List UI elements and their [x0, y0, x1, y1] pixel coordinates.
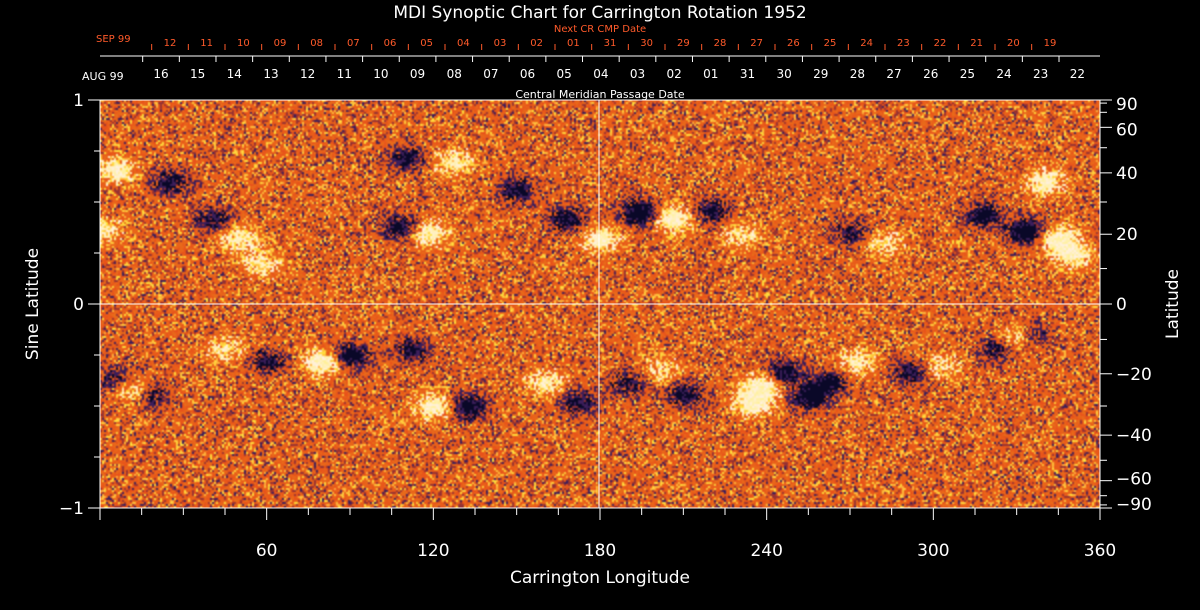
x-tick-label: 300 — [917, 541, 949, 561]
cmp-date-label: 01 — [703, 67, 718, 81]
cmp-date-label: 15 — [190, 67, 205, 81]
cmp-date-start-label: AUG 99 — [82, 70, 124, 83]
cmp-date-label: 09 — [410, 67, 425, 81]
next-cr-date-label: 26 — [787, 38, 800, 49]
y-right-tick-label: −60 — [1116, 470, 1152, 490]
next-cr-date-label: 07 — [347, 38, 360, 49]
x-tick-label: 240 — [750, 541, 782, 561]
cmp-date-label: 10 — [373, 67, 388, 81]
next-cr-date-label: 20 — [1007, 38, 1020, 49]
next-cr-axis-title: Next CR CMP Date — [554, 24, 646, 35]
cmp-date-label: 27 — [886, 67, 901, 81]
cmp-date-label: 03 — [630, 67, 645, 81]
cmp-date-label: 24 — [996, 67, 1011, 81]
y-right-tick-label: 60 — [1116, 120, 1138, 140]
y-axis-right-label: Latitude — [1163, 269, 1183, 339]
next-cr-date-label: 03 — [494, 38, 507, 49]
right-axis: 90 60 40 20 0 −20 −40 −60 −90 — [1100, 95, 1152, 515]
cmp-date-label: 14 — [227, 67, 242, 81]
cmp-date-label: 05 — [557, 67, 572, 81]
y-right-tick-label: −90 — [1116, 495, 1152, 515]
cmp-date-label: 02 — [667, 67, 682, 81]
y-right-tick-label: −40 — [1116, 426, 1152, 446]
next-cr-date-label: 08 — [310, 38, 323, 49]
magnetogram-map — [99, 99, 1101, 509]
cmp-date-label: 25 — [960, 67, 975, 81]
x-tick-label: 60 — [256, 541, 278, 561]
next-cr-date-label: 06 — [384, 38, 397, 49]
next-cr-date-label: 23 — [897, 38, 910, 49]
cmp-date-label: 11 — [337, 67, 352, 81]
cmp-date-label: 31 — [740, 67, 755, 81]
top-axis-next-cr-dates: 12 11 10 09 08 07 06 05 04 03 02 01 31 30 29 28 27 26 25 24… — [151, 38, 1057, 50]
next-cr-date-label: 10 — [237, 38, 250, 49]
cmp-date-label: 13 — [263, 67, 278, 81]
y-left-tick-label: 1 — [73, 91, 84, 111]
cmp-date-label: 16 — [153, 67, 168, 81]
next-cr-start-label: SEP 99 — [96, 34, 131, 45]
cmp-date-label: 07 — [483, 67, 498, 81]
next-cr-date-label: 05 — [420, 38, 433, 49]
top-axis-cmp-dates: 16 15 14 13 12 11 10 09 08 07 06 05 04 03 02 01 31 30 29 28… — [100, 55, 1100, 81]
y-right-tick-label: 0 — [1116, 295, 1127, 315]
cmp-date-label: 08 — [447, 67, 462, 81]
cmp-date-label: 23 — [1033, 67, 1048, 81]
cmp-date-label: 26 — [923, 67, 938, 81]
chart-title: MDI Synoptic Chart for Carrington Rotati… — [393, 3, 806, 23]
next-cr-date-label: 22 — [934, 38, 947, 49]
y-left-tick-label: 0 — [73, 295, 84, 315]
cmp-date-label: 22 — [1070, 67, 1085, 81]
x-axis-label: Carrington Longitude — [510, 568, 690, 588]
x-tick-label: 180 — [584, 541, 616, 561]
next-cr-date-label: 11 — [200, 38, 213, 49]
next-cr-date-label: 28 — [714, 38, 727, 49]
x-tick-label: 120 — [417, 541, 449, 561]
cmp-date-label: 12 — [300, 67, 315, 81]
next-cr-date-label: 27 — [750, 38, 763, 49]
next-cr-date-label: 21 — [970, 38, 983, 49]
y-right-tick-label: −20 — [1116, 365, 1152, 385]
next-cr-date-label: 12 — [164, 38, 177, 49]
next-cr-date-label: 24 — [860, 38, 873, 49]
next-cr-date-label: 31 — [604, 38, 617, 49]
cmp-date-label: 04 — [593, 67, 608, 81]
y-right-tick-label: 40 — [1116, 164, 1138, 184]
next-cr-date-label: 01 — [567, 38, 580, 49]
next-cr-date-label: 25 — [824, 38, 837, 49]
next-cr-date-label: 04 — [457, 38, 470, 49]
left-axis: −1 0 1 — [59, 91, 100, 519]
y-left-tick-label: −1 — [59, 499, 84, 519]
cmp-date-axis-title: Central Meridian Passage Date — [515, 88, 684, 101]
next-cr-date-label: 09 — [274, 38, 287, 49]
cmp-date-label: 28 — [850, 67, 865, 81]
y-right-tick-label: 20 — [1116, 225, 1138, 245]
cmp-date-label: 06 — [520, 67, 535, 81]
bottom-axis: 60 120 180 240 300 360 — [99, 508, 1116, 561]
x-tick-label: 360 — [1084, 541, 1116, 561]
y-axis-left-label: Sine Latitude — [23, 248, 43, 360]
next-cr-date-label: 29 — [677, 38, 690, 49]
next-cr-date-label: 19 — [1044, 38, 1057, 49]
cmp-date-label: 30 — [776, 67, 791, 81]
cmp-date-label: 29 — [813, 67, 828, 81]
y-right-tick-label: 90 — [1116, 95, 1138, 115]
next-cr-date-label: 30 — [640, 38, 653, 49]
next-cr-date-label: 02 — [530, 38, 543, 49]
